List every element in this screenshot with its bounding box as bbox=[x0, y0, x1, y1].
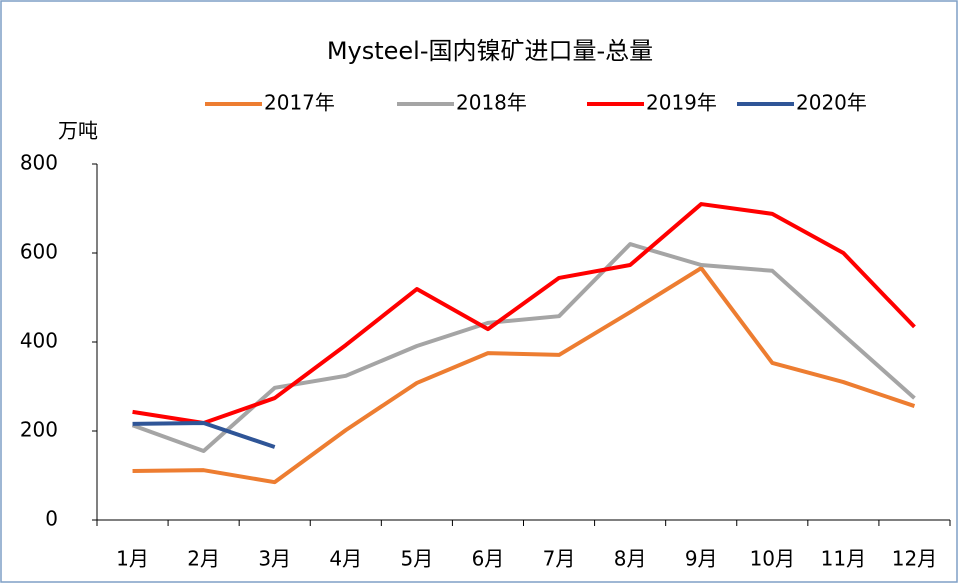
y-tick-label: 600 bbox=[20, 240, 58, 264]
x-tick-label: 10月 bbox=[750, 547, 795, 571]
legend-label: 2019年 bbox=[646, 91, 717, 115]
x-tick-label: 7月 bbox=[543, 547, 576, 571]
series-line bbox=[132, 266, 916, 485]
legend-label: 2018年 bbox=[456, 91, 527, 115]
x-tick-label: 5月 bbox=[401, 547, 434, 571]
chart-title: Mysteel-国内镍矿进口量-总量 bbox=[327, 37, 653, 65]
x-tick-label: 3月 bbox=[258, 547, 291, 571]
x-tick-label: 8月 bbox=[614, 547, 647, 571]
x-tick-label: 1月 bbox=[116, 547, 149, 571]
legend-label: 2017年 bbox=[264, 91, 335, 115]
y-tick-label: 800 bbox=[20, 151, 58, 175]
series-line bbox=[132, 202, 916, 425]
y-axis-label: 万吨 bbox=[58, 119, 98, 143]
series-line bbox=[131, 242, 916, 454]
y-tick-label: 200 bbox=[20, 418, 58, 442]
x-tick-label: 11月 bbox=[821, 547, 866, 571]
x-tick-label: 12月 bbox=[892, 547, 937, 571]
x-tick-label: 4月 bbox=[329, 547, 362, 571]
x-tick-label: 9月 bbox=[685, 547, 718, 571]
x-tick-label: 2月 bbox=[187, 547, 220, 571]
x-tick-label: 6月 bbox=[472, 547, 505, 571]
legend-label: 2020年 bbox=[796, 91, 867, 115]
y-tick-label: 400 bbox=[20, 329, 58, 353]
series-line bbox=[132, 420, 276, 449]
y-tick-label: 0 bbox=[45, 507, 58, 531]
